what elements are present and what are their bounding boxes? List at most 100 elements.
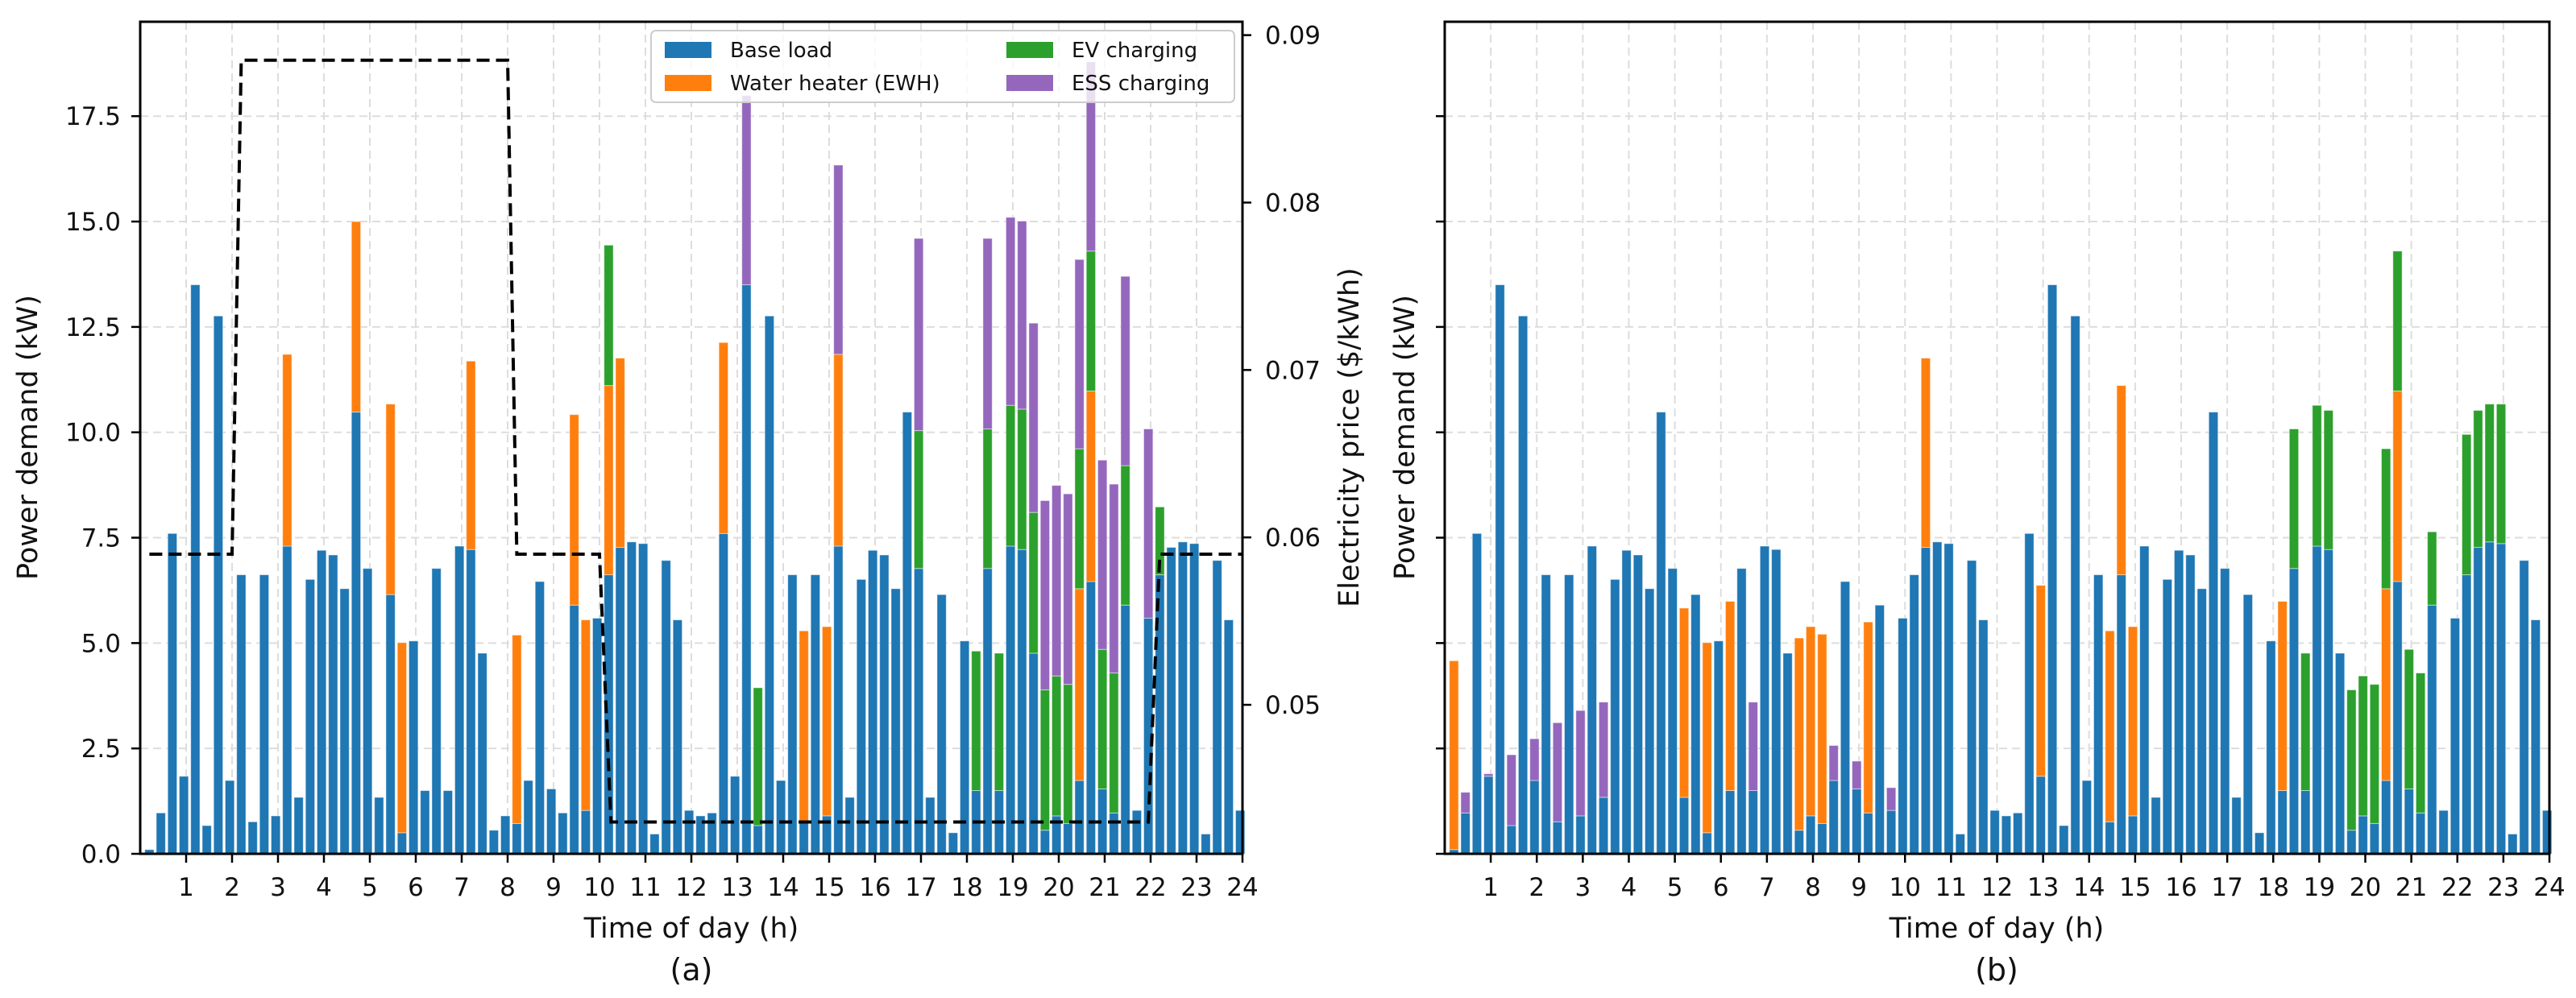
y2-tick-label: 0.08 <box>1265 188 1321 217</box>
bar-base <box>488 830 500 855</box>
bar-ess <box>741 95 752 286</box>
bar-base <box>224 780 235 855</box>
bar-ev <box>2392 251 2403 391</box>
panel-b-caption: (b) <box>1975 952 2018 988</box>
bar-base <box>913 568 924 855</box>
bar-base <box>362 568 373 855</box>
bar-base <box>1587 545 1598 855</box>
bar-base <box>270 815 281 855</box>
bar-ev <box>971 650 981 792</box>
bar-ess <box>913 238 924 432</box>
bar-base <box>1063 822 1073 855</box>
bar-base <box>2024 532 2035 855</box>
bar-base <box>1166 547 1176 855</box>
bar-ev <box>2358 675 2368 817</box>
x-tick-label: 9 <box>1851 873 1867 902</box>
bar-base <box>305 578 316 855</box>
bar-base <box>1702 832 1712 855</box>
bar-base <box>591 617 603 855</box>
bar-ev <box>913 430 924 569</box>
bar-ewh <box>569 414 579 606</box>
x-tick-label: 16 <box>2165 873 2196 902</box>
bar-base <box>2001 815 2012 855</box>
bar-base <box>442 790 454 855</box>
bar-ev <box>993 652 1005 792</box>
bar-ess <box>1051 485 1062 677</box>
bar-base <box>328 554 338 855</box>
x-tick-label: 21 <box>2396 873 2427 902</box>
bar-base <box>2070 315 2080 855</box>
bar-ev <box>1017 408 1027 550</box>
bar-ev <box>2404 648 2414 789</box>
legend-swatch-ewh <box>665 75 711 91</box>
bar-ewh <box>833 354 844 547</box>
bar-ewh <box>385 404 396 595</box>
bar-ess <box>1552 722 1563 822</box>
bar-ewh <box>351 221 362 413</box>
bar-base <box>1794 830 1805 855</box>
bar-base <box>201 825 212 855</box>
bar-base <box>2116 574 2126 855</box>
x-tick-label: 11 <box>1935 873 1967 902</box>
y-tick-label: 15.0 <box>65 208 121 237</box>
bar-base <box>2093 574 2104 855</box>
bar-ewh <box>2127 626 2138 817</box>
legend: Base load Water heater (EWH) EV charging… <box>650 30 1235 103</box>
bar-base <box>2519 560 2529 855</box>
bar-base <box>1177 541 1188 855</box>
x-tick-label: 12 <box>1981 873 2013 902</box>
x-tick-label: 11 <box>629 873 661 902</box>
bar-base <box>2392 581 2403 855</box>
bar-base <box>2162 578 2173 855</box>
bar-ewh <box>718 342 729 534</box>
bar-ev <box>2346 689 2357 831</box>
x-tick-label: 1 <box>1483 873 1499 902</box>
bar-base <box>1610 578 1620 855</box>
bar-base <box>1678 797 1690 855</box>
y-tick-label: 12.5 <box>65 313 121 342</box>
bar-base <box>1074 780 1085 855</box>
bar-base <box>431 568 442 855</box>
bar-base <box>1966 560 1977 855</box>
bar-ewh <box>1074 588 1085 781</box>
bar-base <box>1495 284 1505 855</box>
x-tick-label: 19 <box>997 873 1028 902</box>
bar-base <box>1771 549 1782 855</box>
bar-base <box>1817 822 1827 855</box>
bar-base <box>2530 619 2541 855</box>
bar-base <box>534 581 545 855</box>
bar-ev <box>2427 531 2437 606</box>
panel-a-xlabel: Time of day (h) <box>583 913 799 945</box>
bar-base <box>2323 549 2334 855</box>
bar-base <box>396 832 408 855</box>
bar-base <box>1989 810 2000 855</box>
bar-base <box>2059 825 2069 855</box>
bar-base <box>982 568 993 855</box>
bar-ev <box>2473 409 2483 549</box>
bar-base <box>1885 810 1897 855</box>
bar-base <box>1564 574 1574 855</box>
bar-ev <box>2484 404 2495 543</box>
x-tick-label: 18 <box>951 873 982 902</box>
bar-base <box>1085 581 1097 855</box>
bar-ewh <box>1449 660 1459 851</box>
bar-ewh <box>2277 601 2288 792</box>
x-tick-label: 6 <box>1713 873 1729 902</box>
bar-base <box>2508 833 2518 855</box>
x-tick-label: 6 <box>408 873 424 902</box>
bar-ess <box>1506 754 1517 826</box>
bar-ewh <box>799 630 809 822</box>
bar-base <box>615 547 625 855</box>
y-tick-label: 5.0 <box>81 629 121 658</box>
x-tick-label: 21 <box>1089 873 1120 902</box>
bar-base <box>1552 821 1563 855</box>
bar-base <box>374 797 384 855</box>
y-tick-label: 17.5 <box>65 102 121 131</box>
y2-tick-label: 0.05 <box>1265 691 1321 720</box>
bar-base <box>2047 284 2058 855</box>
x-tick-label: 13 <box>2027 873 2059 902</box>
bar-base <box>2220 568 2230 855</box>
bar-base <box>1690 594 1701 855</box>
bar-ess <box>982 238 993 430</box>
bar-base <box>2266 640 2276 855</box>
